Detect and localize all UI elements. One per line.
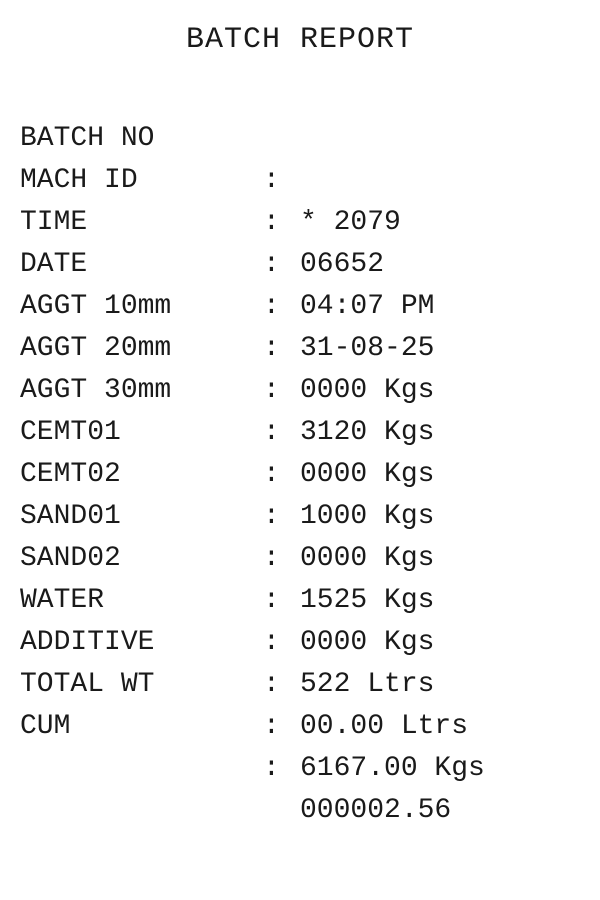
field-separator: : [263, 417, 280, 448]
field-value: 06652 [300, 249, 385, 280]
field-value: 522 Ltrs [300, 669, 435, 700]
field-label: AGGT 10mm [20, 291, 172, 322]
field-separator: : [263, 459, 280, 490]
field-value: 04:07 PM [300, 291, 435, 322]
field-row-aggt-30mm: AGGT 30mm : 0000 Kgs [20, 328, 580, 490]
field-value: 00.00 Ltrs [300, 711, 469, 742]
field-label: DATE [20, 249, 88, 280]
report-title: BATCH REPORT [185, 23, 415, 57]
field-separator: : [263, 753, 280, 784]
field-separator: : [263, 333, 280, 364]
field-row-additive: ADDITIVE : 00.00 Ltrs [20, 580, 580, 742]
field-row-water: WATER : 522 Ltrs [20, 538, 580, 700]
field-value: 1525 Kgs [300, 585, 435, 616]
field-label: CEMT01 [20, 417, 121, 448]
field-value: * 2079 [300, 207, 401, 238]
field-label: MACH ID [20, 165, 138, 196]
field-separator: : [263, 711, 280, 742]
field-separator: : [263, 585, 280, 616]
field-row-aggt-20mm: AGGT 20mm : 3120 Kgs [20, 286, 580, 448]
field-row-time: TIME : 04:07 PM [20, 160, 580, 322]
field-label: AGGT 30mm [20, 375, 172, 406]
field-row-batch-no: BATCH NO : * 2079 [20, 76, 580, 238]
field-value: 3120 Kgs [300, 417, 435, 448]
field-separator: : [263, 165, 280, 196]
field-label: SAND02 [20, 543, 121, 574]
field-label: BATCH NO [20, 123, 155, 154]
field-value: 0000 Kgs [300, 459, 435, 490]
field-label: CEMT02 [20, 459, 121, 490]
field-separator: : [263, 627, 280, 658]
report-fields: BATCH NO : * 2079 MACH ID : 06652 TIME :… [20, 76, 580, 826]
field-value: 000002.56 [300, 795, 452, 826]
field-label: SAND01 [20, 501, 121, 532]
field-separator: : [263, 669, 280, 700]
field-row-mach-id: MACH ID : 06652 [20, 118, 580, 280]
field-separator: : [263, 207, 280, 238]
field-value: 31-08-25 [300, 333, 435, 364]
field-label: CUM [20, 711, 71, 742]
field-row-date: DATE : 31-08-25 [20, 202, 580, 364]
field-row-total-wt: TOTAL WT : 6167.00 Kgs [20, 622, 580, 784]
field-separator: : [263, 249, 280, 280]
field-label: ADDITIVE [20, 627, 155, 658]
field-value: 0000 Kgs [300, 543, 435, 574]
field-value: 1000 Kgs [300, 501, 435, 532]
field-separator: : [263, 375, 280, 406]
field-row-cemt02: CEMT02 : 0000 Kgs [20, 412, 580, 574]
field-separator: : [263, 291, 280, 322]
field-value: 6167.00 Kgs [300, 753, 485, 784]
field-label: WATER [20, 585, 105, 616]
field-row-aggt-10mm: AGGT 10mm : 0000 Kgs [20, 244, 580, 406]
field-label: TOTAL WT [20, 669, 155, 700]
field-row-cemt01: CEMT01 : 1000 Kgs [20, 370, 580, 532]
field-separator: : [263, 501, 280, 532]
field-row-cum: CUM : 000002.56 [20, 664, 580, 826]
field-row-sand01: SAND01 : 1525 Kgs [20, 454, 580, 616]
field-label: TIME [20, 207, 88, 238]
field-label: AGGT 20mm [20, 333, 172, 364]
field-separator: : [263, 543, 280, 574]
field-row-sand02: SAND02 : 0000 Kgs [20, 496, 580, 658]
field-value: 0000 Kgs [300, 375, 435, 406]
field-value: 0000 Kgs [300, 627, 435, 658]
